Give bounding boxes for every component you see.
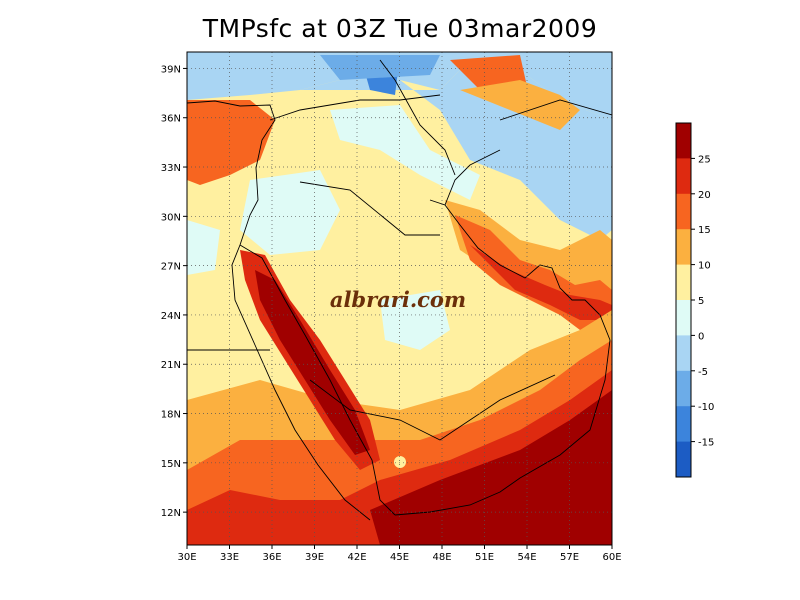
colorbar-swatch — [676, 158, 691, 195]
lon-tick-label: 45E — [390, 552, 409, 563]
lon-tick-label: 57E — [560, 552, 579, 563]
colorbar-label: 10 — [698, 261, 711, 272]
colorbar: 25 20 15 10 5 0 -5 -10 -15 — [675, 122, 714, 478]
colorbar-swatch — [676, 229, 691, 266]
colorbar-label: 20 — [698, 190, 711, 201]
lat-tick-label: 36N — [161, 114, 181, 125]
colorbar-swatch — [676, 441, 691, 478]
coastline-layer — [187, 59, 612, 521]
colorbar-swatch — [676, 406, 691, 443]
lon-tick-label: 33E — [220, 552, 239, 563]
lon-tick-label: 60E — [602, 552, 621, 563]
latitude-axis: 39N 36N 33N 30N 27N 24N 21N 18N 15N 12N — [161, 64, 187, 519]
lon-tick-label: 51E — [475, 552, 494, 563]
colorbar-swatch — [676, 264, 691, 301]
colorbar-label: 25 — [698, 154, 711, 165]
lon-tick-label: 54E — [517, 552, 536, 563]
colorbar-swatch — [676, 335, 691, 372]
colorbar-swatch — [676, 300, 691, 336]
grid-lines — [187, 52, 612, 545]
lon-tick-label: 30E — [177, 552, 196, 563]
map-title: TMPsfc at 03Z Tue 03mar2009 — [202, 14, 598, 43]
watermark: albrari.com — [330, 287, 466, 312]
lat-tick-label: 39N — [161, 64, 181, 75]
lon-tick-label: 36E — [262, 552, 281, 563]
lat-tick-label: 30N — [161, 212, 181, 223]
temperature-field — [187, 52, 612, 545]
colorbar-label: -15 — [698, 438, 714, 449]
lon-tick-label: 42E — [347, 552, 366, 563]
longitude-axis: 30E 33E 36E 39E 42E 45E 48E 51E 54E 57E 60E — [177, 545, 622, 563]
colorbar-swatch — [676, 193, 691, 230]
lat-tick-label: 21N — [161, 360, 181, 371]
colorbar-swatch — [676, 123, 691, 159]
colorbar-label: -10 — [698, 402, 714, 413]
lon-tick-label: 39E — [305, 552, 324, 563]
colorbar-label: 5 — [698, 296, 704, 307]
lat-tick-label: 18N — [161, 410, 181, 421]
colorbar-swatch — [676, 370, 691, 407]
lat-tick-label: 27N — [161, 262, 181, 273]
lon-tick-label: 48E — [432, 552, 451, 563]
lat-tick-label: 24N — [161, 311, 181, 322]
lat-tick-label: 15N — [161, 459, 181, 470]
colorbar-label: 15 — [698, 225, 711, 236]
colorbar-label: -5 — [698, 367, 708, 378]
lat-tick-label: 33N — [161, 163, 181, 174]
colorbar-label: 0 — [698, 331, 704, 342]
lat-tick-label: 12N — [161, 508, 181, 519]
